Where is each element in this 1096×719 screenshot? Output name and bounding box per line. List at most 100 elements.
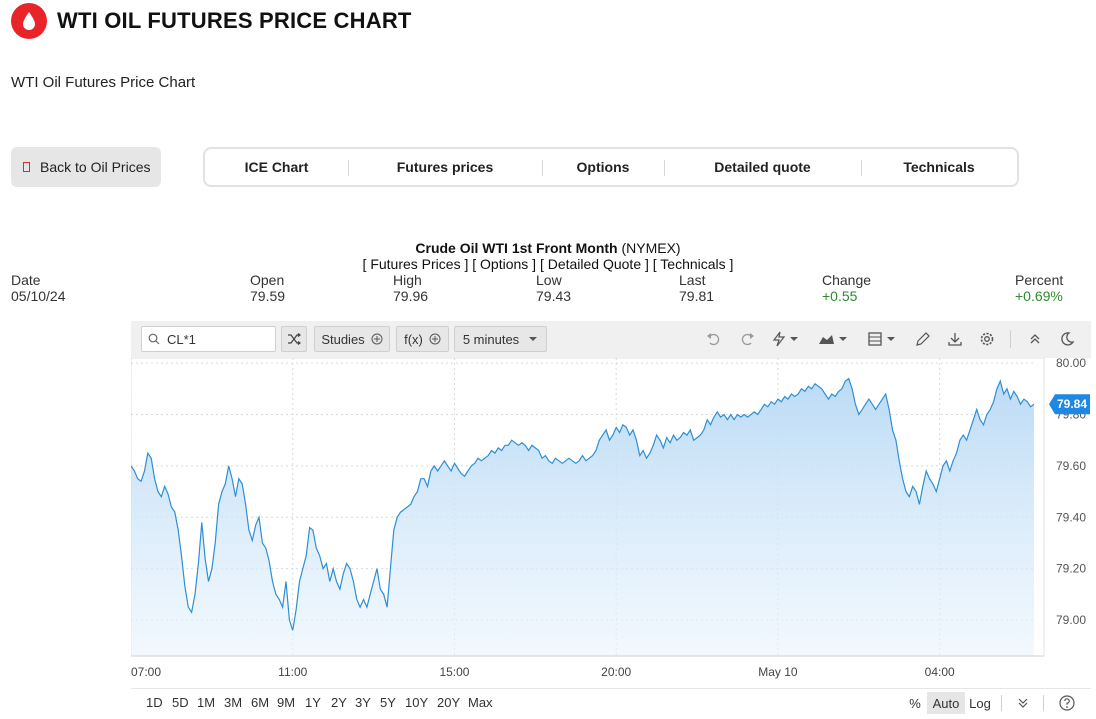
rangebar-divider (1043, 695, 1044, 711)
price-area-fill (131, 378, 1034, 656)
stat-value: 79.81 (679, 288, 715, 304)
range-9m[interactable]: 9M (277, 695, 296, 710)
symbol-search-input[interactable]: CL*1 (141, 326, 276, 352)
stat-high: High 79.96 (393, 272, 428, 304)
stat-value: +0.69% (1015, 288, 1063, 304)
x-tick-label: 20:00 (601, 665, 631, 679)
back-arrow-icon (23, 162, 30, 172)
x-tick-label: 07:00 (131, 665, 161, 679)
stat-value: 79.96 (393, 288, 429, 304)
x-tick-label: 04:00 (925, 665, 955, 679)
stat-value: +0.55 (822, 288, 858, 304)
add-circle-icon (429, 333, 441, 345)
download-icon[interactable] (944, 329, 966, 349)
tab-futures-prices[interactable]: Futures prices (348, 149, 542, 185)
auto-scale-toggle[interactable]: Auto (927, 692, 965, 714)
search-icon (148, 333, 160, 345)
chart-toolbar: CL*1 Studies f(x) 5 minutes (131, 321, 1091, 358)
collapse-icon[interactable] (1024, 329, 1046, 349)
tab-detailed-quote[interactable]: Detailed quote (664, 149, 861, 185)
range-selector-bar: 1D 5D 1M 3M 6M 9M 1Y 2Y 3Y 5Y 10Y 20Y Max % Auto Log (131, 688, 1091, 716)
interval-label: 5 minutes (462, 331, 520, 347)
tab-label: Futures prices (396, 159, 494, 175)
tab-label: Detailed quote (714, 159, 811, 175)
range-2y[interactable]: 2Y (331, 695, 347, 710)
interval-select[interactable]: 5 minutes (454, 326, 547, 352)
stat-label: Change (822, 272, 872, 288)
range-20y[interactable]: 20Y (437, 695, 461, 710)
y-tick-label: 79.60 (1056, 459, 1086, 473)
instrument-exchange: (NYMEX) (621, 240, 681, 256)
last-price-badge (1049, 394, 1090, 415)
stat-open: Open 79.59 (250, 272, 285, 304)
compare-shuffle-button[interactable] (281, 326, 307, 352)
range-max[interactable]: Max (468, 695, 493, 710)
range-5y[interactable]: 5Y (380, 695, 396, 710)
symbol-value: CL*1 (167, 331, 196, 347)
stat-label: Last (679, 272, 706, 288)
stat-value: 05/10/24 (11, 288, 66, 304)
last-price-label: 79.84 (1057, 397, 1087, 411)
stat-value: 79.43 (536, 288, 572, 304)
x-tick-label: May 10 (758, 665, 798, 679)
sub-nav-tabs: ICE Chart Futures prices Options Detaile… (203, 147, 1019, 187)
range-5d[interactable]: 5D (172, 695, 189, 710)
layout-icon[interactable] (866, 329, 900, 349)
tab-label: Options (576, 159, 630, 175)
page-subtitle: WTI Oil Futures Price Chart (11, 74, 196, 91)
range-1y[interactable]: 1Y (305, 695, 321, 710)
back-to-oil-prices-button[interactable]: Back to Oil Prices (11, 147, 161, 187)
collapse-down-icon[interactable] (1013, 692, 1033, 714)
x-tick-label: 15:00 (439, 665, 469, 679)
studies-button[interactable]: Studies (314, 326, 390, 352)
y-tick-label: 79.20 (1056, 562, 1086, 576)
stat-percent: Percent +0.69% (1015, 272, 1063, 304)
pencil-icon[interactable] (912, 329, 934, 349)
tab-options[interactable]: Options (542, 149, 664, 185)
toolbar-divider (1010, 330, 1011, 348)
shuffle-icon (288, 333, 301, 345)
percent-scale-toggle[interactable]: % (909, 695, 921, 711)
range-10y[interactable]: 10Y (405, 695, 429, 710)
stat-value: 79.59 (250, 288, 286, 304)
fx-button[interactable]: f(x) (396, 326, 449, 352)
fx-label: f(x) (404, 331, 423, 347)
quote-links[interactable]: [ Futures Prices ] [ Options ] [ Detaile… (362, 256, 734, 272)
quote-instrument-title: Crude Oil WTI 1st Front Month (NYMEX) (0, 240, 1096, 256)
y-tick-label: 79.40 (1056, 510, 1086, 524)
page-title: WTI OIL FUTURES PRICE CHART (57, 8, 412, 33)
range-6m[interactable]: 6M (251, 695, 270, 710)
tab-label: ICE Chart (244, 159, 309, 175)
range-1m[interactable]: 1M (197, 695, 216, 710)
moon-icon[interactable] (1056, 329, 1078, 349)
stat-label: Low (536, 272, 562, 288)
chevron-down-icon (529, 337, 538, 341)
chart-type-icon[interactable] (817, 329, 851, 349)
tab-label: Technicals (903, 159, 975, 175)
tab-technicals[interactable]: Technicals (861, 149, 1017, 185)
redo-icon[interactable] (736, 329, 758, 349)
stat-label: Date (11, 272, 41, 288)
back-button-label: Back to Oil Prices (40, 159, 151, 175)
stat-last: Last 79.81 (679, 272, 714, 304)
price-chart[interactable]: 80.00 79.80 79.60 79.40 79.20 79.00 07:00 11:00… (130, 356, 1091, 685)
gear-icon[interactable] (976, 329, 998, 349)
x-tick-label: 11:00 (278, 665, 307, 679)
y-tick-label: 79.00 (1056, 613, 1086, 627)
oil-drop-logo-icon (11, 3, 47, 39)
tab-ice-chart[interactable]: ICE Chart (205, 149, 348, 185)
undo-icon[interactable] (703, 329, 725, 349)
add-circle-icon (371, 333, 383, 345)
range-1d[interactable]: 1D (146, 695, 163, 710)
range-3y[interactable]: 3Y (355, 695, 371, 710)
stat-change: Change +0.55 (822, 272, 871, 304)
log-scale-toggle[interactable]: Log (969, 695, 991, 711)
range-3m[interactable]: 3M (224, 695, 243, 710)
y-tick-label: 80.00 (1056, 358, 1086, 370)
lightning-icon[interactable] (769, 329, 803, 349)
rangebar-divider (1001, 695, 1002, 711)
help-icon[interactable] (1057, 692, 1077, 714)
stat-label: Percent (1015, 272, 1064, 288)
stat-date: Date 05/10/24 (11, 272, 66, 304)
